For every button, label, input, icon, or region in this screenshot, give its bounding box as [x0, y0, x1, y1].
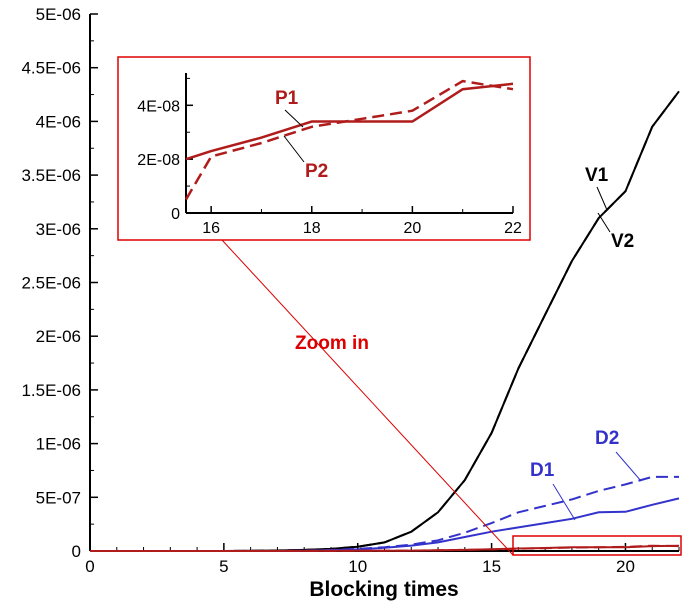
zoom-connector — [221, 239, 514, 556]
inset-series-line-p2 — [184, 79, 514, 201]
inset-y-tick-label: 0 — [171, 206, 180, 223]
series-layer — [90, 90, 680, 552]
y-tick-label: 0 — [72, 542, 81, 561]
x-tick-label: 5 — [219, 557, 228, 576]
inset-leader-p1 — [284, 109, 304, 128]
x-axis-title: Blocking times — [309, 578, 458, 601]
inset-x-tick-label: 18 — [303, 220, 321, 237]
y-tick-label: 4.5E-06 — [21, 59, 81, 78]
inset-panel: 16 18 20 22 0 2E-08 4E-08 P1 P2 — [117, 56, 531, 241]
label-d1: D1 — [530, 460, 555, 481]
y-tick-label: 2E-06 — [36, 327, 81, 346]
label-d2: D2 — [595, 428, 619, 449]
inset-series-line-p1 — [185, 82, 514, 161]
inset-y-tick-label: 4E-08 — [137, 98, 180, 115]
inset-leader-p2 — [283, 135, 305, 163]
x-tick-label: 10 — [348, 557, 367, 576]
x-tick-label: 15 — [482, 557, 501, 576]
y-tick-label: 3E-06 — [36, 220, 81, 239]
inset-y-ticks: 0 2E-08 4E-08 — [137, 77, 193, 223]
inset-y-tick-label: 2E-08 — [137, 152, 180, 169]
zoom-region — [512, 535, 682, 556]
series-annotations: V1 V2 D1 D2 — [530, 165, 642, 521]
y-tick-label: 1.5E-06 — [21, 381, 81, 400]
label-v1: V1 — [585, 165, 609, 186]
x-tick-label: 20 — [616, 557, 635, 576]
main-plot: 0 5 10 15 20 0 5E-07 1E-06 1.5E-06 2E-06 2.5E-06 3… — [21, 5, 680, 576]
inset-x-tick-label: 20 — [403, 220, 421, 237]
y-tick-label: 2.5E-06 — [21, 274, 81, 293]
leader-v1 — [596, 186, 608, 211]
zoom-in-label: Zoom in — [295, 333, 369, 354]
inset-x-ticks: 16 18 20 22 — [202, 206, 522, 237]
x-tick-label: 0 — [85, 557, 94, 576]
leader-d2 — [615, 451, 642, 482]
inset-series-layer — [184, 79, 514, 201]
y-ticks: 0 5E-07 1E-06 1.5E-06 2E-06 2.5E-06 3E-06 3.5E-… — [21, 5, 98, 561]
y-tick-label: 1E-06 — [36, 435, 81, 454]
leader-v2 — [597, 212, 611, 233]
series-line-p2 — [90, 544, 680, 552]
y-tick-label: 3.5E-06 — [21, 166, 81, 185]
inset-x-tick-label: 22 — [504, 220, 522, 237]
inset-x-tick-label: 16 — [202, 220, 220, 237]
y-tick-label: 5E-06 — [36, 5, 81, 24]
inset-label-p1: P1 — [275, 88, 299, 109]
label-v2: V2 — [611, 231, 634, 252]
leader-d1 — [552, 483, 576, 521]
inset-label-p2: P2 — [305, 161, 328, 182]
y-tick-label: 5E-07 — [36, 488, 81, 507]
y-tick-label: 4E-06 — [36, 112, 81, 131]
